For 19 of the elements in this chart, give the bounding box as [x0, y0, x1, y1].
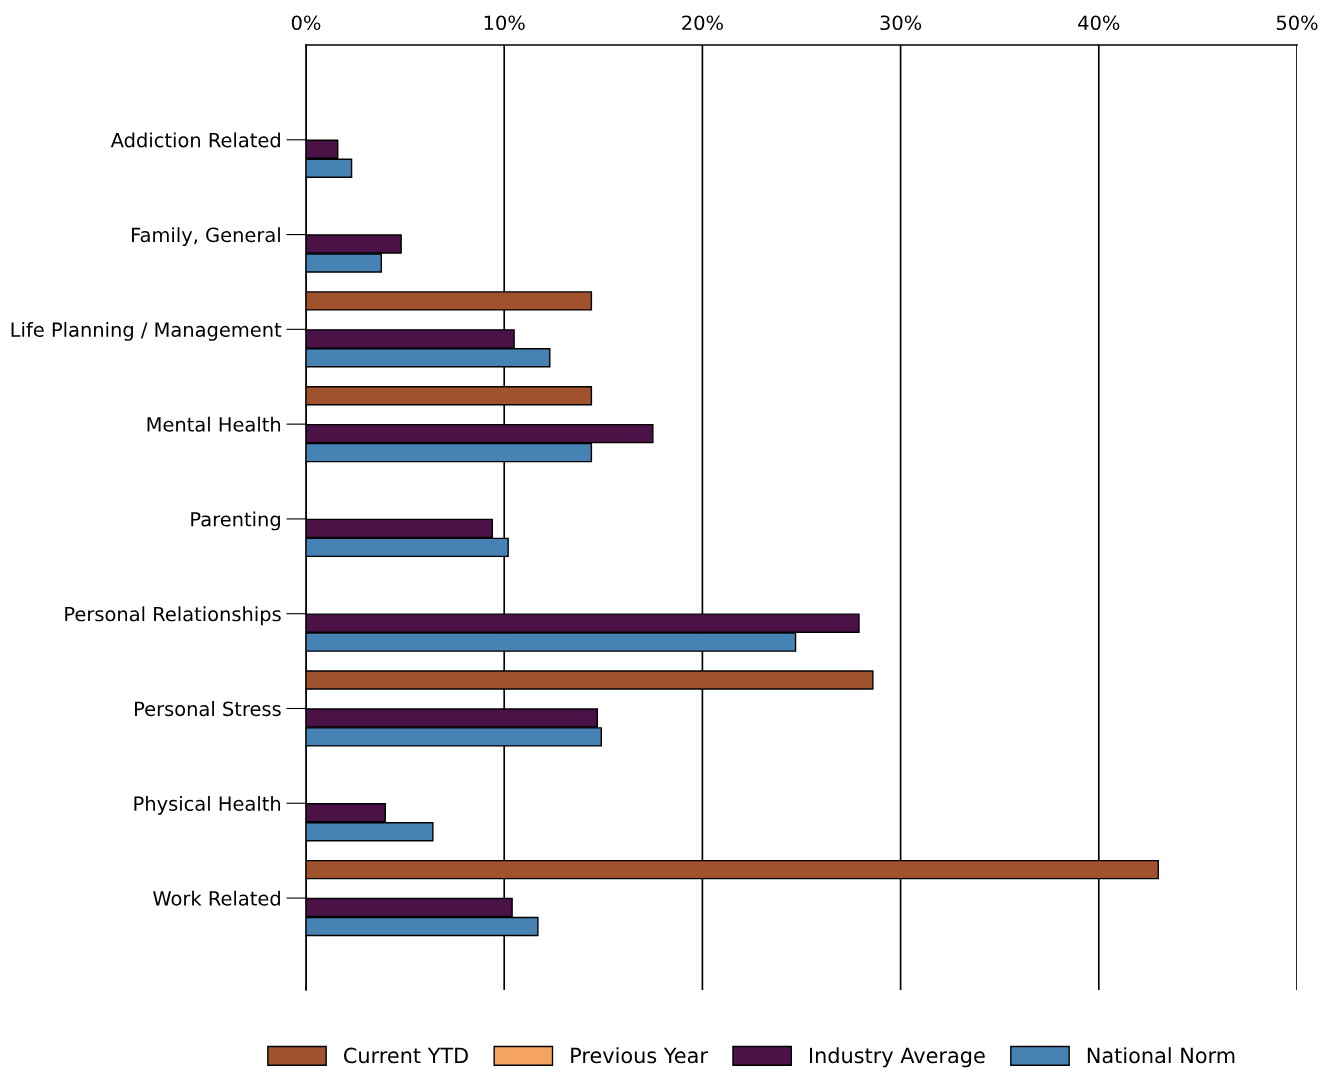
- x-tick-label: 50%: [1276, 15, 1318, 31]
- y-tick-label: Personal Stress: [135, 701, 281, 717]
- y-tick-label: Mental Health: [147, 416, 281, 432]
- x-tick-label: 40%: [1078, 15, 1120, 31]
- x-tick-label: 30%: [880, 15, 922, 31]
- legend-label: Industry Average: [809, 1047, 985, 1068]
- y-tick-label: Addiction Related: [110, 132, 280, 148]
- legend-label: Previous Year: [571, 1047, 708, 1064]
- x-tick-label: 20%: [682, 15, 723, 31]
- y-tick-label: Family, General: [132, 227, 280, 246]
- x-tick-label: 10%: [484, 15, 525, 31]
- legend-label: National Norm: [1087, 1047, 1235, 1064]
- y-tick-label: Life Planning / Management: [11, 321, 282, 341]
- y-tick-label: Personal Relationships: [65, 606, 281, 626]
- x-tick-label: 0%: [291, 15, 321, 31]
- legend-label: Current YTD: [344, 1047, 468, 1064]
- y-tick-label: Parenting: [191, 511, 280, 531]
- y-tick-label: Work Related: [153, 890, 280, 906]
- y-tick-label: Physical Health: [134, 795, 281, 815]
